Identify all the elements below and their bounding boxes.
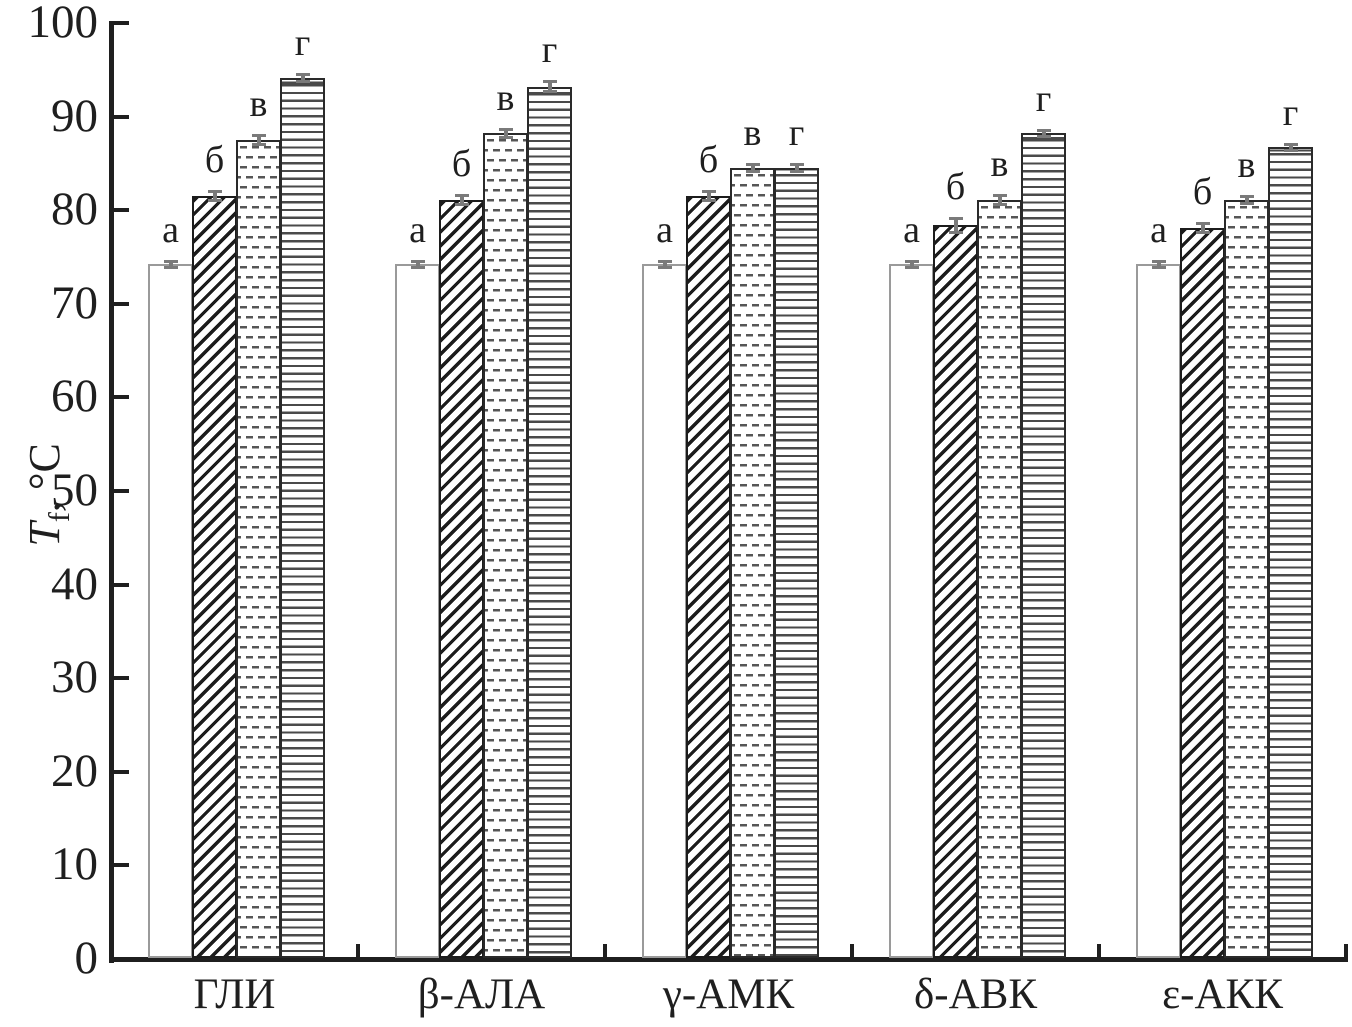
- bar-top-label: а: [903, 208, 920, 251]
- bar-а-γ-АМК: [642, 264, 687, 958]
- error-bar: [745, 163, 760, 173]
- y-axis-tick: [109, 395, 129, 400]
- error-bar: [542, 80, 557, 94]
- y-axis-tick: [109, 769, 129, 774]
- bar-top-label: в: [990, 143, 1009, 186]
- bar-top-label: б: [1192, 171, 1213, 214]
- bar-top-label: г: [1282, 91, 1299, 134]
- y-axis-tick: [109, 114, 129, 119]
- bar-в-β-АЛА: [483, 133, 528, 958]
- y-axis-tick-label: 40: [51, 557, 98, 610]
- bar-в-γ-АМК: [730, 168, 775, 958]
- bar-top-label: г: [541, 29, 558, 72]
- bar-top-label: в: [249, 83, 268, 126]
- bar-top-label: а: [162, 208, 179, 251]
- error-bar: [1283, 142, 1298, 153]
- y-axis-tick: [109, 21, 129, 25]
- y-axis-tick: [109, 208, 129, 213]
- x-axis-tick: [850, 944, 854, 959]
- bar-top-label: в: [496, 76, 515, 119]
- y-axis-tick-label: 50: [51, 464, 98, 516]
- bar-top-label: а: [656, 208, 673, 251]
- bar-б-γ-АМК: [686, 196, 731, 958]
- bar-в-ε-АКК: [1224, 199, 1269, 958]
- x-axis-tick: [356, 944, 360, 959]
- bar-г-ГЛИ: [280, 78, 325, 958]
- y-axis-tick: [109, 301, 129, 306]
- y-axis-tick: [109, 582, 129, 587]
- bar-top-label: а: [1150, 208, 1167, 251]
- bar-б-β-АЛА: [439, 199, 484, 958]
- error-bar: [657, 259, 672, 270]
- bar-top-label: а: [409, 208, 426, 251]
- error-bar: [207, 190, 222, 202]
- y-axis-tick: [109, 676, 129, 681]
- y-axis-tick-label: 0: [74, 932, 99, 984]
- error-bar: [163, 259, 178, 270]
- x-category-label: ГЛИ: [193, 971, 276, 1018]
- bar-top-label: б: [945, 165, 966, 208]
- error-bar: [1195, 222, 1210, 234]
- y-axis-tick: [109, 957, 129, 961]
- error-bar: [904, 259, 919, 270]
- y-axis-tick-label: 10: [51, 838, 98, 891]
- bar-а-ГЛИ: [148, 264, 193, 958]
- error-bar: [1151, 259, 1166, 270]
- bar-в-δ-АВК: [977, 199, 1022, 958]
- y-axis-tick-label: 60: [51, 370, 98, 423]
- y-axis-tick-label: 20: [51, 744, 98, 797]
- error-bar: [1239, 195, 1254, 205]
- x-category-label: β-АЛА: [417, 971, 546, 1018]
- x-category-label: γ-АМК: [662, 971, 795, 1018]
- error-bar: [410, 259, 425, 270]
- error-bar: [992, 194, 1007, 206]
- y-axis-tick-label: 30: [51, 651, 98, 704]
- bar-г-γ-АМК: [774, 168, 819, 958]
- bar-а-ε-АКК: [1136, 264, 1181, 958]
- x-axis-tick: [1097, 944, 1101, 959]
- bar-top-label: г: [1035, 77, 1052, 120]
- bar-top-label: в: [743, 112, 762, 155]
- x-axis-line: [109, 957, 1348, 962]
- bar-а-β-АЛА: [395, 264, 440, 958]
- y-axis-tick: [109, 863, 129, 868]
- bar-г-ε-АКК: [1268, 147, 1313, 958]
- bar-в-ГЛИ: [236, 140, 281, 958]
- bar-а-δ-АВК: [889, 264, 934, 958]
- bar-top-label: г: [294, 22, 311, 65]
- x-category-label: δ-АВК: [914, 971, 1037, 1018]
- bar-б-δ-АВК: [933, 225, 978, 958]
- error-bar: [251, 134, 266, 146]
- error-bar: [948, 216, 963, 234]
- y-axis-tick-label: 100: [27, 0, 99, 48]
- error-bar: [789, 163, 804, 173]
- bar-top-label: г: [788, 112, 805, 155]
- error-bar: [295, 73, 310, 83]
- bar-б-ГЛИ: [192, 196, 237, 958]
- y-axis-title-symbol: T: [20, 522, 70, 547]
- bar-г-β-АЛА: [527, 86, 572, 958]
- bar-top-label: б: [204, 139, 225, 182]
- bar-top-label: б: [451, 143, 472, 186]
- error-bar: [454, 194, 469, 206]
- x-axis-tick: [1344, 944, 1348, 959]
- x-category-label: ε-АКК: [1162, 971, 1283, 1018]
- bar-г-δ-АВК: [1021, 133, 1066, 958]
- bar-б-ε-АКК: [1180, 227, 1225, 958]
- x-axis-tick: [603, 944, 607, 959]
- y-axis-tick: [109, 489, 129, 493]
- bar-top-label: в: [1237, 144, 1256, 187]
- y-axis-tick-label: 70: [51, 276, 98, 329]
- error-bar: [1036, 128, 1051, 139]
- y-axis-tick-label: 80: [51, 183, 98, 236]
- error-bar: [498, 127, 513, 140]
- y-axis-tick-label: 90: [51, 89, 98, 142]
- error-bar: [701, 190, 716, 202]
- bar-top-label: б: [698, 139, 719, 182]
